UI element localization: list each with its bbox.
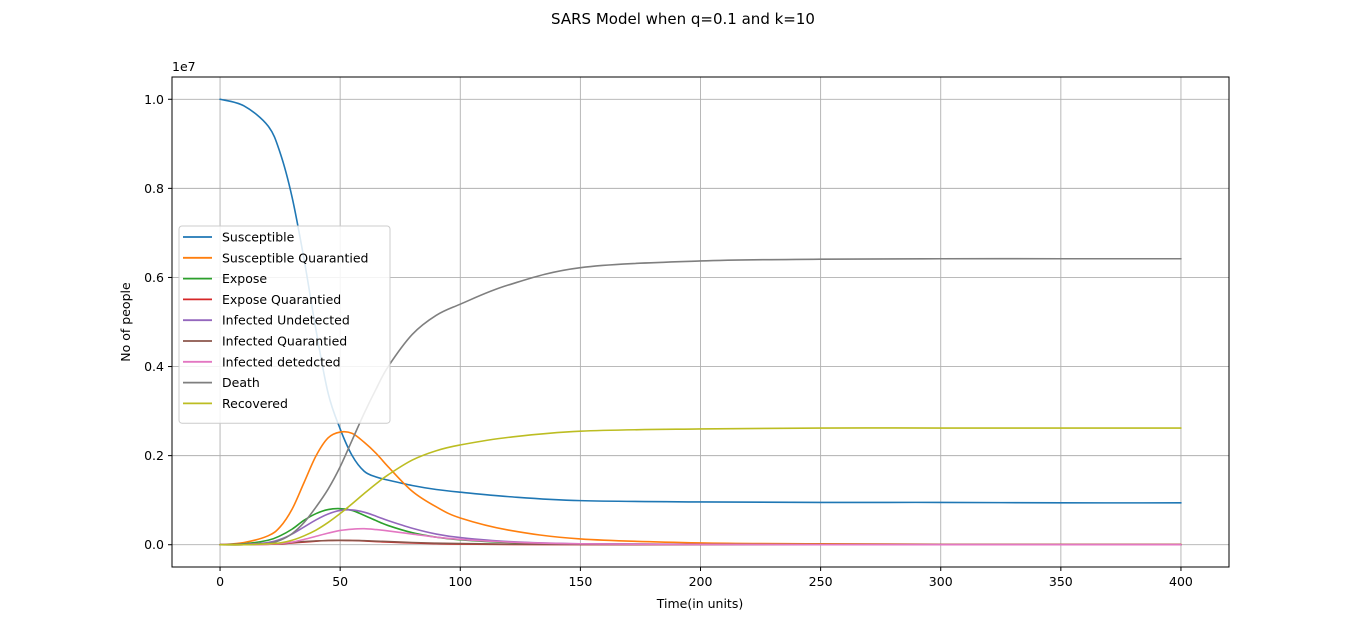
legend: Susceptible Susceptible Quarantied Expose E…	[179, 226, 390, 423]
y-tick-label: 0.8	[144, 181, 164, 196]
y-tick-label: 1.0	[144, 92, 164, 107]
legend-label-susceptible-quarantied: Susceptible Quarantied	[222, 250, 368, 265]
x-tick-label: 0	[216, 574, 224, 589]
legend-label-infected-detedcted: Infected detedcted	[222, 354, 341, 369]
legend-label-recovered: Recovered	[222, 396, 288, 411]
legend-label-infected-undetected: Infected Undetected	[222, 313, 350, 328]
y-tick-label: 0.6	[144, 270, 164, 285]
y-axis-label: No of people	[118, 282, 133, 362]
x-tick-label: 200	[689, 574, 713, 589]
x-tick-label: 100	[448, 574, 472, 589]
x-tick-label: 250	[809, 574, 833, 589]
x-tick-label: 300	[929, 574, 953, 589]
y-tick-label: 0.2	[144, 448, 164, 463]
x-tick-label: 150	[568, 574, 592, 589]
y-offset-label: 1e7	[172, 59, 196, 74]
y-tick-label: 0.4	[144, 359, 164, 374]
x-tick-label: 400	[1169, 574, 1193, 589]
y-tick-label: 0.0	[144, 537, 164, 552]
legend-label-infected-quarantied: Infected Quarantied	[222, 334, 347, 349]
x-tick-label: 50	[332, 574, 348, 589]
legend-label-expose-quarantied: Expose Quarantied	[222, 292, 341, 307]
legend-label-expose: Expose	[222, 271, 267, 286]
x-axis-label: Time(in units)	[656, 596, 743, 611]
legend-label-death: Death	[222, 375, 260, 390]
x-tick-label: 350	[1049, 574, 1073, 589]
legend-label-susceptible: Susceptible	[222, 230, 295, 245]
chart-title: SARS Model when q=0.1 and k=10	[551, 10, 815, 28]
